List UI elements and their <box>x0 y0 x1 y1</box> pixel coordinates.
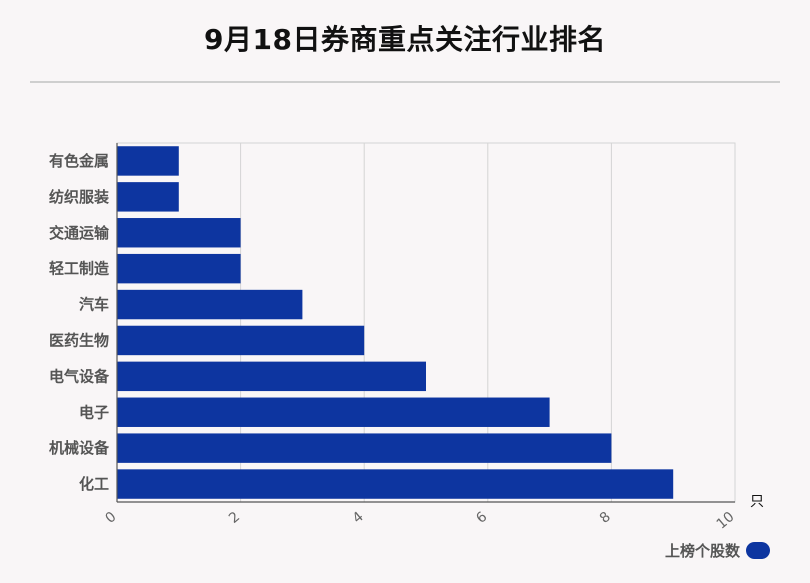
category-label: 机械设备 <box>49 439 110 457</box>
bar <box>117 289 303 320</box>
category-label: 电子 <box>79 403 109 421</box>
bar <box>117 182 179 212</box>
category-label: 有色金属 <box>49 152 109 170</box>
bar <box>117 469 674 499</box>
legend-swatch <box>746 542 770 559</box>
x-tick-label: 6 <box>473 509 490 527</box>
x-tick-label: 8 <box>597 509 614 527</box>
x-tick-label: 4 <box>350 509 367 527</box>
bar <box>117 325 365 356</box>
bar <box>117 361 426 392</box>
legend-label: 上榜个股数 <box>664 542 740 560</box>
category-label: 电气设备 <box>49 367 110 385</box>
category-label: 化工 <box>79 475 109 493</box>
bar <box>117 433 612 463</box>
x-tick-label: 0 <box>102 509 119 527</box>
x-tick-label: 10 <box>714 509 738 533</box>
category-label: 轻工制造 <box>49 260 109 278</box>
category-label: 交通运输 <box>49 224 110 242</box>
bar <box>117 218 241 248</box>
x-unit-label: 只 <box>750 494 764 510</box>
bar <box>117 146 179 176</box>
bar <box>117 253 241 284</box>
category-label: 汽车 <box>79 296 109 314</box>
legend: 上榜个股数 <box>665 540 770 561</box>
chart-title: 9月18日券商重点关注行业排名 <box>204 23 606 56</box>
x-tick-label: 2 <box>226 509 243 527</box>
bar <box>117 397 550 427</box>
title-divider <box>30 81 780 83</box>
category-label: 医药生物 <box>49 331 109 349</box>
category-label: 纺织服装 <box>49 188 110 206</box>
